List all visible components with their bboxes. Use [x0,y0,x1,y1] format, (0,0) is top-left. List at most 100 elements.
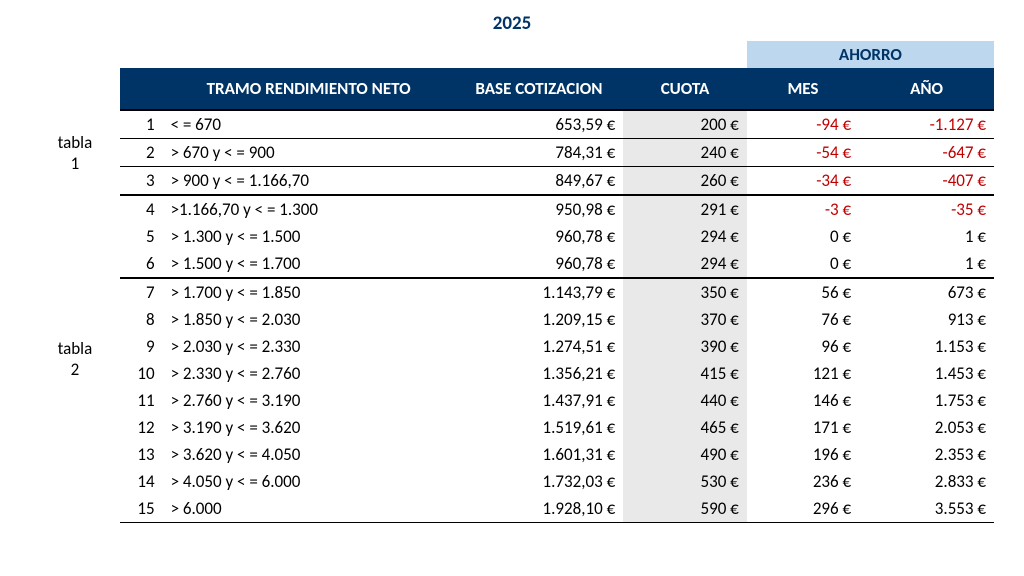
cell-cuota: 240 € [623,139,747,167]
cell-base: 960,78 € [455,250,624,278]
ahorro-banner: AHORRO [747,41,994,68]
cell-tramo: > 2.330 y < = 2.760 [163,360,455,387]
cell-base: 653,59 € [455,110,624,139]
cell-idx: 4 [120,195,163,223]
cell-idx: 7 [120,278,163,306]
cell-base: 960,78 € [455,223,624,250]
cell-mes: 146 € [747,387,859,414]
table-row: 7 > 1.700 y < = 1.850 1.143,79 € 350 € 5… [30,278,994,306]
cell-mes: 196 € [747,441,859,468]
cell-base: 1.732,03 € [455,468,624,495]
cell-ano: 3.553 € [859,495,994,523]
cell-tramo: < = 670 [163,110,455,139]
cell-tramo: > 6.000 [163,495,455,523]
cell-ano: 2.053 € [859,414,994,441]
cell-idx: 12 [120,414,163,441]
table-row: tabla2 4 >1.166,70 y < = 1.300 950,98 € … [30,195,994,223]
cell-mes: 236 € [747,468,859,495]
cell-ano: 2.833 € [859,468,994,495]
cell-idx: 2 [120,139,163,167]
table-row: 13 > 3.620 y < = 4.050 1.601,31 € 490 € … [30,441,994,468]
group-label: tabla2 [30,195,120,523]
cell-idx: 9 [120,333,163,360]
cell-cuota: 590 € [623,495,747,523]
table-row: tabla1 1 < = 670 653,59 € 200 € -94 € -1… [30,110,994,139]
cell-idx: 6 [120,250,163,278]
cell-tramo: > 1.500 y < = 1.700 [163,250,455,278]
cell-base: 1.143,79 € [455,278,624,306]
cell-ano: 1.753 € [859,387,994,414]
cell-idx: 15 [120,495,163,523]
table-row: 9 > 2.030 y < = 2.330 1.274,51 € 390 € 9… [30,333,994,360]
cell-cuota: 390 € [623,333,747,360]
cell-mes: 0 € [747,250,859,278]
cell-base: 1.928,10 € [455,495,624,523]
table-row: 12 > 3.190 y < = 3.620 1.519,61 € 465 € … [30,414,994,441]
cell-base: 849,67 € [455,167,624,196]
cell-tramo: > 4.050 y < = 6.000 [163,468,455,495]
cell-ano: -407 € [859,167,994,196]
cell-base: 1.356,21 € [455,360,624,387]
cell-cuota: 530 € [623,468,747,495]
cell-mes: -3 € [747,195,859,223]
cell-idx: 10 [120,360,163,387]
cell-tramo: > 2.760 y < = 3.190 [163,387,455,414]
cell-tramo: > 2.030 y < = 2.330 [163,333,455,360]
cell-cuota: 200 € [623,110,747,139]
cell-tramo: >1.166,70 y < = 1.300 [163,195,455,223]
cell-cuota: 440 € [623,387,747,414]
cell-cuota: 294 € [623,223,747,250]
cell-cuota: 294 € [623,250,747,278]
group-label: tabla1 [30,110,120,195]
cell-tramo: > 900 y < = 1.166,70 [163,167,455,196]
cell-mes: 76 € [747,306,859,333]
cell-idx: 5 [120,223,163,250]
year-title: 2025 [30,12,994,35]
hdr-mes: MES [747,68,859,110]
cell-ano: 1.453 € [859,360,994,387]
cell-mes: 171 € [747,414,859,441]
table-row: 10 > 2.330 y < = 2.760 1.356,21 € 415 € … [30,360,994,387]
table-row: 11 > 2.760 y < = 3.190 1.437,91 € 440 € … [30,387,994,414]
cell-base: 1.519,61 € [455,414,624,441]
cell-cuota: 350 € [623,278,747,306]
cell-cuota: 465 € [623,414,747,441]
cell-base: 784,31 € [455,139,624,167]
hdr-tramo: TRAMO RENDIMIENTO NETO [163,68,455,110]
cell-cuota: 490 € [623,441,747,468]
table-row: 14 > 4.050 y < = 6.000 1.732,03 € 530 € … [30,468,994,495]
cell-ano: 1.153 € [859,333,994,360]
table-row: 3 > 900 y < = 1.166,70 849,67 € 260 € -3… [30,167,994,196]
cell-mes: 96 € [747,333,859,360]
cell-ano: 673 € [859,278,994,306]
cell-base: 950,98 € [455,195,624,223]
cell-base: 1.274,51 € [455,333,624,360]
cell-idx: 8 [120,306,163,333]
cell-tramo: > 1.700 y < = 1.850 [163,278,455,306]
cell-ano: -35 € [859,195,994,223]
cell-mes: 121 € [747,360,859,387]
cell-tramo: > 1.850 y < = 2.030 [163,306,455,333]
cell-mes: 296 € [747,495,859,523]
header-row: TRAMO RENDIMIENTO NETO BASE COTIZACION C… [30,68,994,110]
cell-cuota: 291 € [623,195,747,223]
cell-ano: -647 € [859,139,994,167]
cell-cuota: 370 € [623,306,747,333]
cell-mes: -54 € [747,139,859,167]
cell-idx: 11 [120,387,163,414]
cell-ano: 1 € [859,223,994,250]
cell-mes: 0 € [747,223,859,250]
cell-tramo: > 3.620 y < = 4.050 [163,441,455,468]
cell-ano: 2.353 € [859,441,994,468]
cell-tramo: > 670 y < = 900 [163,139,455,167]
cell-ano: -1.127 € [859,110,994,139]
cell-mes: 56 € [747,278,859,306]
hdr-ano: AÑO [859,68,994,110]
hdr-base: BASE COTIZACION [455,68,624,110]
table-row: 8 > 1.850 y < = 2.030 1.209,15 € 370 € 7… [30,306,994,333]
cell-ano: 913 € [859,306,994,333]
cell-mes: -94 € [747,110,859,139]
cotizacion-table: AHORRO TRAMO RENDIMIENTO NETO BASE COTIZ… [30,41,994,523]
hdr-cuota: CUOTA [623,68,747,110]
cell-base: 1.601,31 € [455,441,624,468]
